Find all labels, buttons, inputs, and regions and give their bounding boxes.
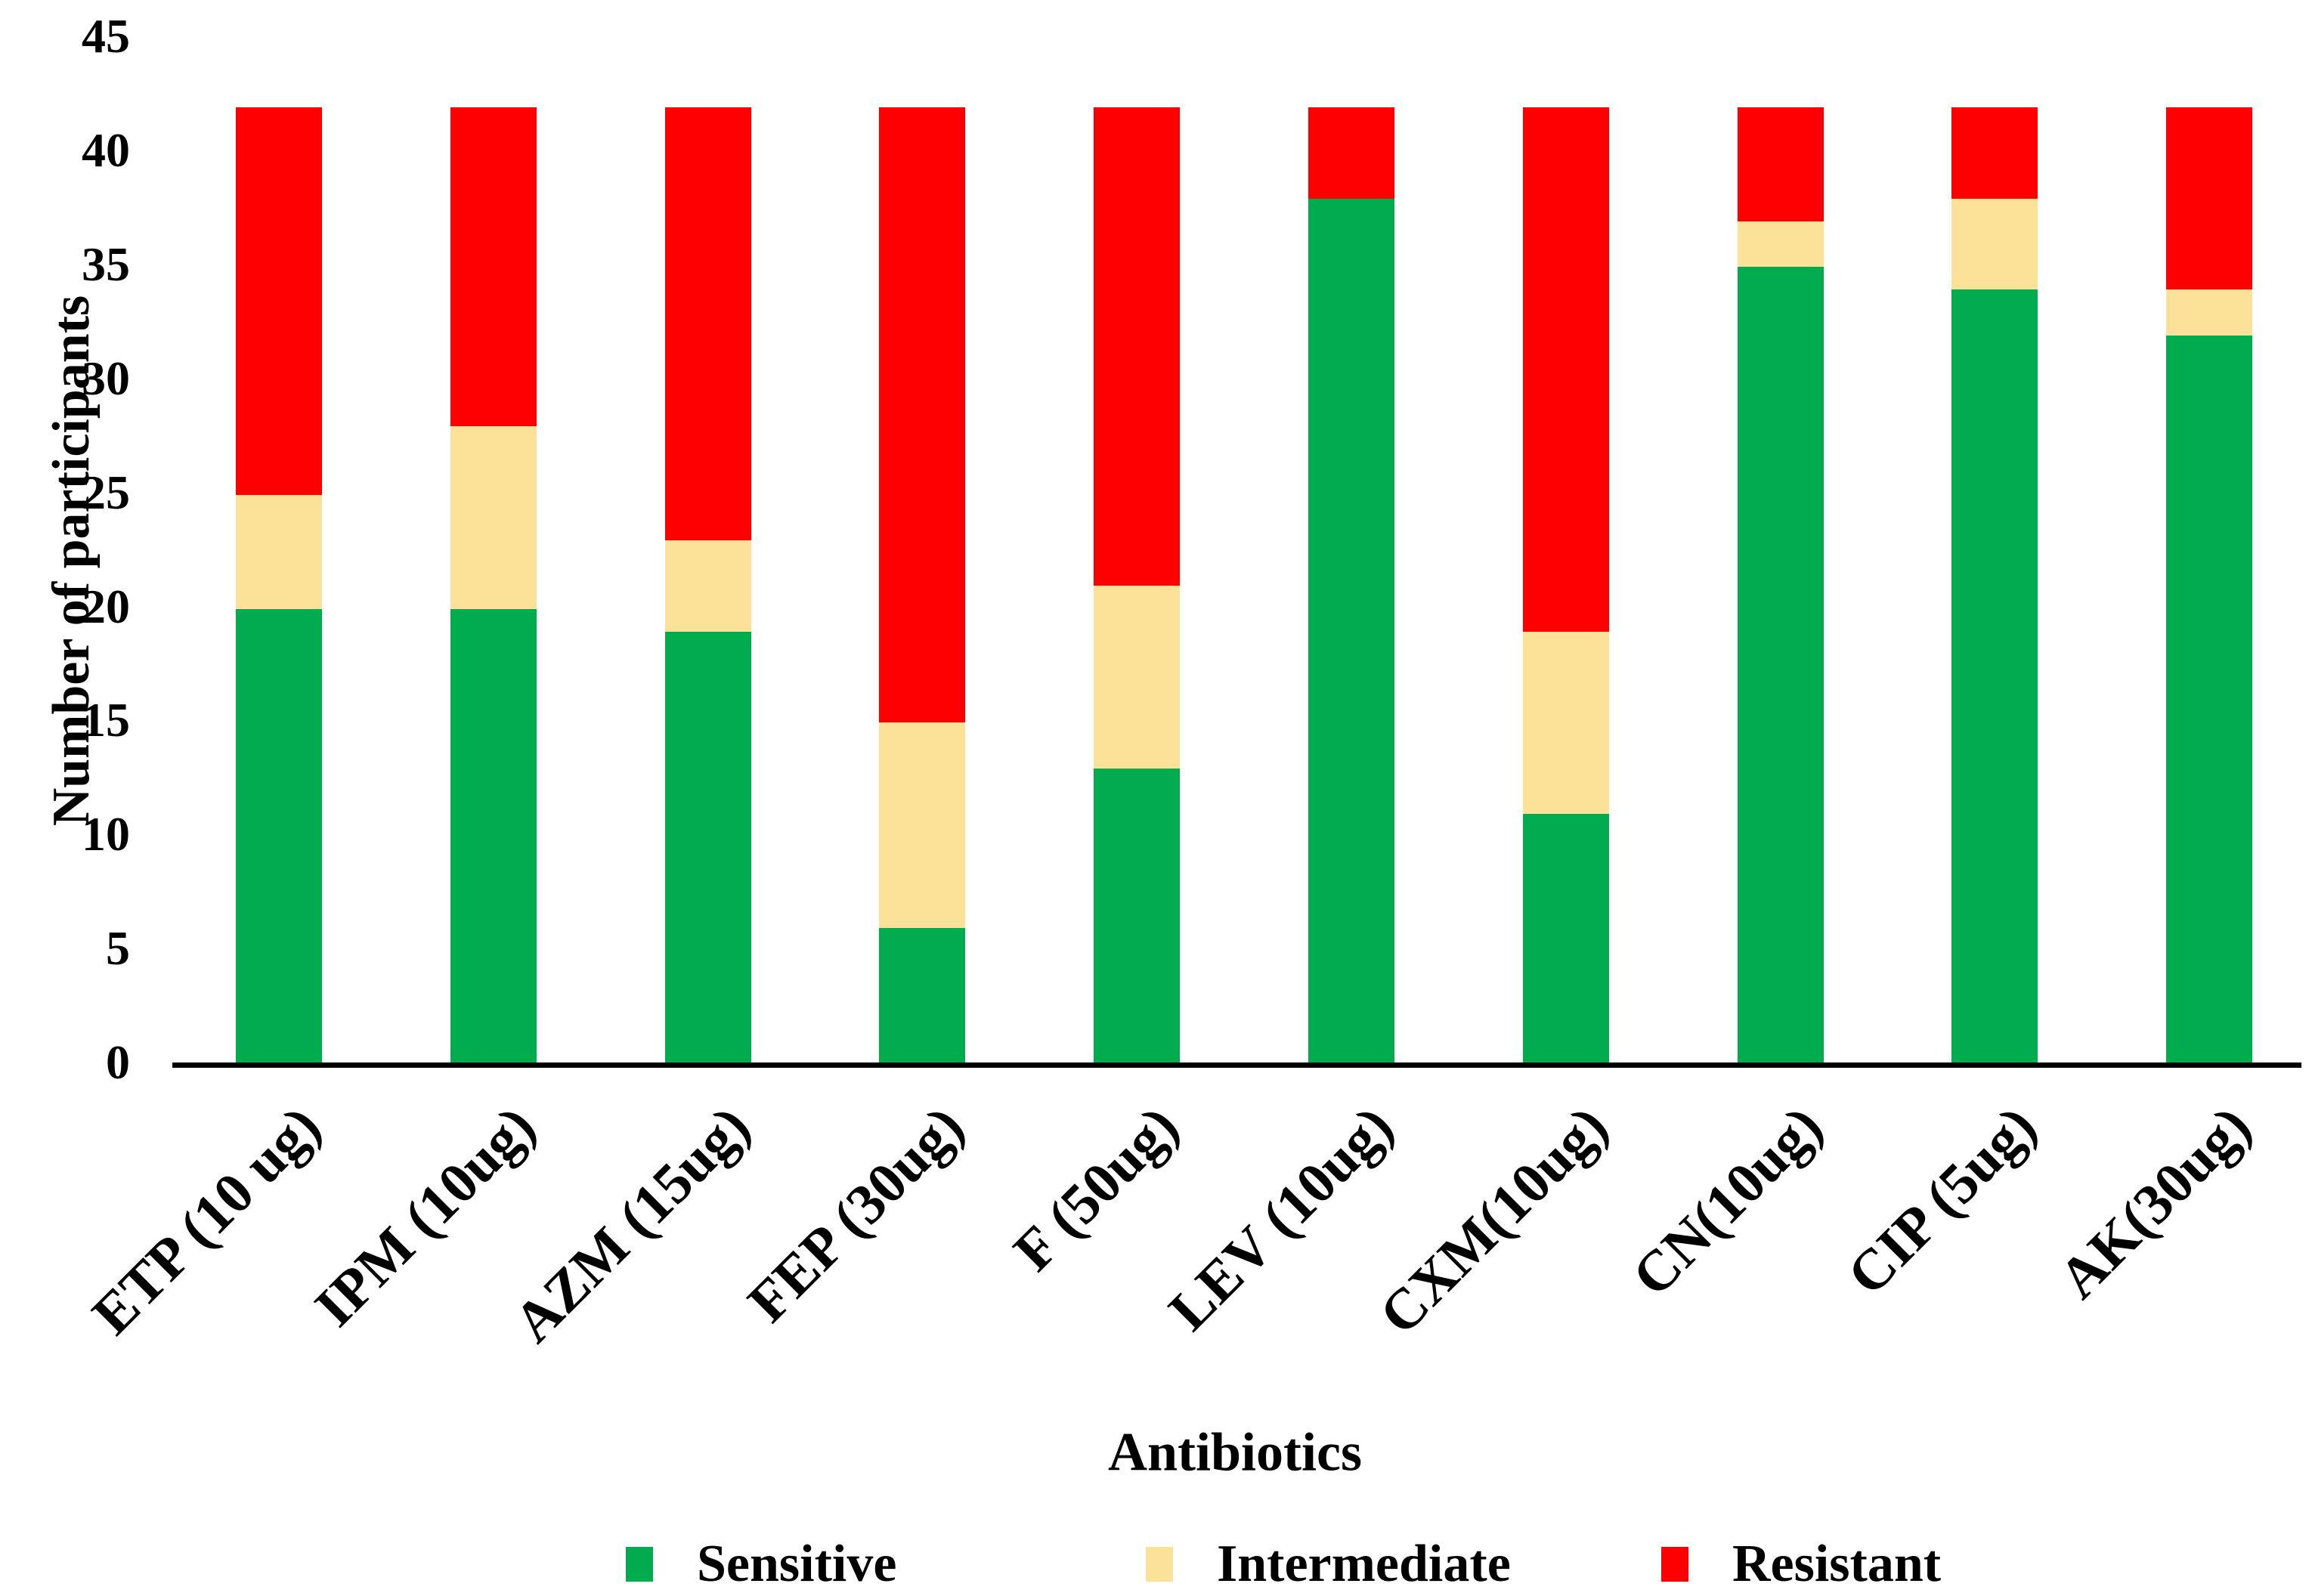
x-axis-line [172,1062,2301,1068]
y-tick-label-5: 5 [106,921,130,976]
y-tick-label-0: 0 [106,1035,130,1090]
bar-segment-intermediate-7 [1522,631,1609,815]
y-tick-label-45: 45 [82,9,130,63]
bar-segment-intermediate-4 [879,722,966,928]
legend-label-intermediate: Intermediate [1217,1535,1511,1593]
bar-segment-sensitive-6 [1308,198,1394,1065]
bar-segment-intermediate-9 [1951,198,2038,290]
bar-segment-intermediate-8 [1737,221,1824,268]
bar-segment-resistant-6 [1308,107,1394,199]
x-tick-label-4: FEP (30ug) [736,1093,976,1335]
bar-segment-resistant-1 [236,107,322,495]
sensitive-swatch-icon [626,1547,653,1582]
bar-segment-intermediate-3 [664,540,751,632]
bar-segment-intermediate-10 [2166,289,2253,336]
bar-segment-sensitive-3 [664,631,751,1065]
bar-segment-sensitive-1 [236,608,322,1065]
x-tick-label-9: CIP (5ug) [1835,1093,2049,1307]
x-tick-label-10: AK(30ug) [2047,1093,2264,1311]
bar-segment-intermediate-1 [236,494,322,609]
y-tick-label-15: 15 [82,693,130,747]
y-tick-label-25: 25 [82,465,130,519]
bar-segment-resistant-2 [450,107,537,427]
legend-item-resistant: Resistant [1661,1535,1941,1593]
x-tick-label-6: LEV (10ug) [1156,1093,1406,1343]
y-tick-label-30: 30 [82,351,130,405]
intermediate-swatch-icon [1146,1547,1173,1582]
legend-label-resistant: Resistant [1732,1535,1942,1593]
resistant-swatch-icon [1661,1547,1688,1582]
bar-segment-sensitive-5 [1094,768,1181,1065]
bar-segment-intermediate-5 [1094,586,1181,769]
bar-segment-resistant-8 [1737,107,1824,221]
bar-segment-sensitive-7 [1522,814,1609,1065]
bar-segment-resistant-5 [1094,107,1181,586]
bar-segment-sensitive-9 [1951,289,2038,1065]
y-tick-label-10: 10 [82,807,130,861]
x-tick-label-8: CN(10ug) [1620,1093,1834,1309]
x-tick-label-1: ETP (10 ug) [80,1093,333,1347]
y-tick-label-35: 35 [82,237,130,292]
bar-segment-sensitive-10 [2166,335,2253,1065]
bar-segment-resistant-10 [2166,107,2253,290]
legend-item-intermediate: Intermediate [1146,1535,1511,1593]
bar-segment-resistant-7 [1522,107,1609,632]
x-tick-label-5: F (50ug) [1001,1093,1191,1283]
y-tick-label-40: 40 [82,123,130,178]
legend-item-sensitive: Sensitive [626,1535,896,1593]
bar-segment-resistant-4 [879,107,966,723]
bar-segment-sensitive-8 [1737,267,1824,1065]
x-tick-label-7: CXM(10ug) [1367,1093,1620,1347]
bar-segment-resistant-9 [1951,107,2038,199]
x-axis-title: Antibiotics [1107,1421,1363,1483]
y-tick-label-20: 20 [82,579,130,633]
bar-segment-resistant-3 [664,107,751,541]
bar-segment-intermediate-2 [450,426,537,609]
legend-label-sensitive: Sensitive [697,1535,897,1593]
bar-segment-sensitive-4 [879,927,966,1065]
bar-segment-sensitive-2 [450,608,537,1065]
